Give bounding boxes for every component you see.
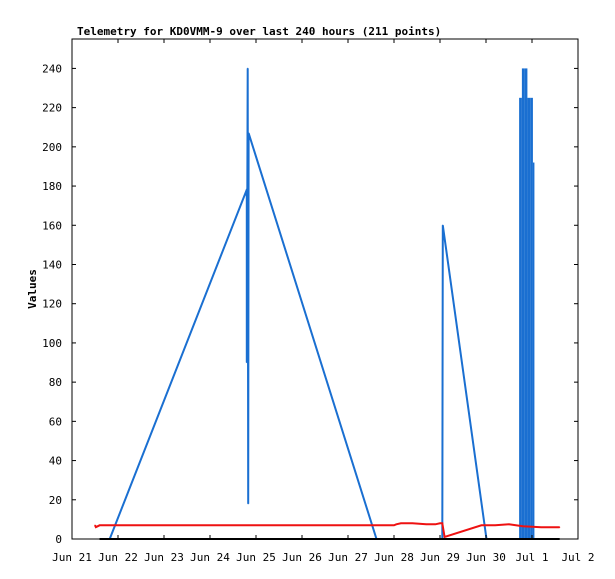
data-point [441, 522, 443, 524]
y-axis-label: Values [26, 269, 39, 309]
y-tick-label: 120 [42, 298, 62, 311]
data-bar [527, 97, 531, 539]
data-point [247, 503, 249, 505]
data-point [393, 524, 395, 526]
series-layer [94, 67, 561, 540]
x-tick-label: Jun 25 [236, 551, 276, 564]
y-tick-label: 140 [42, 258, 62, 271]
data-point [434, 523, 436, 525]
y-tick-label: 80 [49, 376, 62, 389]
data-point [246, 524, 248, 526]
x-tick-label: Jun 30 [466, 551, 506, 564]
data-bar [519, 97, 522, 539]
x-tick-label: Jun 29 [420, 551, 460, 564]
data-bar [532, 162, 535, 539]
data-bar [521, 68, 525, 539]
y-tick-label: 200 [42, 141, 62, 154]
data-point [99, 524, 101, 526]
data-point [395, 523, 397, 525]
series-line-blue [108, 68, 490, 540]
data-point [248, 132, 250, 134]
data-point [94, 524, 96, 526]
x-tick-label: Jun 22 [98, 551, 138, 564]
data-point [494, 524, 496, 526]
data-point [508, 523, 510, 525]
data-point [444, 536, 446, 538]
data-point [248, 524, 250, 526]
data-bar [524, 68, 528, 539]
y-tick-label: 0 [55, 533, 62, 546]
data-point [245, 191, 247, 193]
data-point [522, 525, 524, 527]
data-bar [530, 97, 533, 539]
y-tick-label: 20 [49, 494, 62, 507]
data-point [425, 523, 427, 525]
data-point [439, 522, 441, 524]
data-point [246, 195, 248, 197]
data-point [559, 538, 561, 540]
y-tick-label: 40 [49, 455, 62, 468]
data-point [540, 526, 542, 528]
x-tick-label: Jun 28 [374, 551, 414, 564]
y-tick-label: 240 [42, 62, 62, 75]
y-tick-label: 60 [49, 415, 62, 428]
data-point [411, 522, 413, 524]
y-axis: 0 20 40 60 80 100 120 140 160 180 200 220 240 [42, 62, 578, 546]
series-line-red [94, 522, 560, 539]
data-point [400, 522, 402, 524]
x-axis: Jun 21 Jun 22 Jun 23 Jun 24 Jun 25 Jun 26 Jun … [52, 39, 595, 564]
x-tick-label: Jun 26 [282, 551, 322, 564]
data-point [95, 526, 97, 528]
data-point [442, 224, 444, 226]
data-point [559, 526, 561, 528]
data-point [99, 538, 101, 540]
x-tick-label: Jul 2 [561, 551, 594, 564]
data-point [247, 67, 249, 70]
x-tick-label: Jun 21 [52, 551, 92, 564]
y-tick-label: 180 [42, 180, 62, 193]
data-point [246, 361, 248, 364]
chart-title: Telemetry for KD0VMM-9 over last 240 hou… [77, 25, 441, 38]
x-tick-label: Jul 1 [515, 551, 548, 564]
y-tick-label: 100 [42, 337, 62, 350]
x-tick-label: Jun 24 [190, 551, 230, 564]
y-tick-label: 160 [42, 219, 62, 232]
x-tick-label: Jun 27 [328, 551, 368, 564]
plot-frame [71, 38, 579, 540]
y-tick-label: 220 [42, 102, 62, 115]
x-tick-label: Jun 23 [144, 551, 184, 564]
data-point [480, 524, 482, 526]
